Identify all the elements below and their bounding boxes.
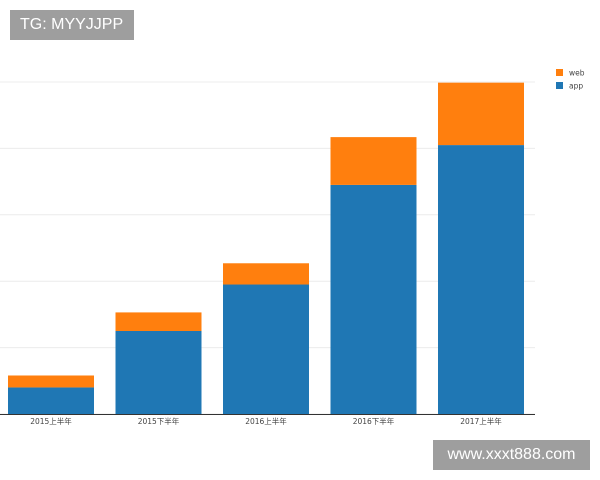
legend-swatch-web: [556, 69, 563, 76]
legend-label-web: web: [569, 69, 585, 78]
x-tick-label: 2017上半年: [460, 416, 502, 426]
legend-swatch-app: [556, 82, 563, 89]
bar-web-1: [8, 375, 94, 388]
bar-web-5: [438, 82, 524, 146]
x-tick-label: 2016上半年: [245, 416, 287, 426]
x-tick-label: 2015上半年: [30, 416, 72, 426]
bar-web-4: [330, 137, 417, 185]
legend-label-app: app: [569, 82, 583, 91]
x-tick-label: 2016下半年: [353, 416, 395, 426]
x-tick-label: 2015下半年: [138, 416, 180, 426]
bar-app-4: [330, 184, 417, 414]
bar-web-3: [223, 263, 309, 285]
bar-app-1: [8, 387, 94, 414]
x-tick-labels: 2015上半年 2015下半年 2016上半年 2016下半年 2017上半年: [30, 416, 502, 426]
bar-web-2: [115, 312, 202, 331]
bar-app-5: [438, 145, 524, 414]
bar-app-2: [115, 331, 202, 414]
bar-app-3: [223, 284, 309, 414]
site-watermark-badge: www.xxxt888.com: [433, 440, 590, 470]
legend: web app: [556, 69, 585, 91]
bars-group: [8, 82, 524, 414]
tg-watermark-badge: TG: MYYJJPP: [10, 10, 134, 40]
